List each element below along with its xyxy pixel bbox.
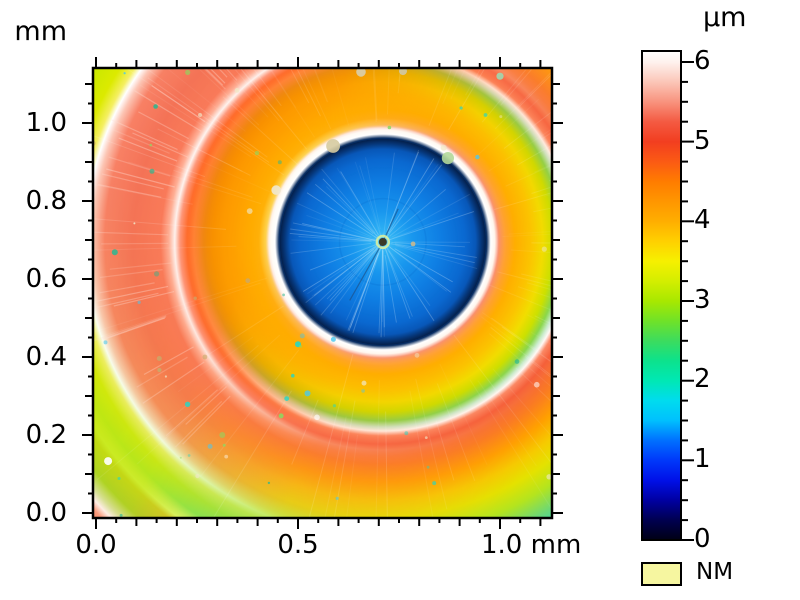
x-tick-label: 0.5 — [277, 530, 319, 560]
x-tick-label: 1.0 — [481, 530, 523, 560]
x-tick-label: 0.0 — [75, 530, 117, 560]
colorbar-tick-label: 4 — [694, 205, 711, 235]
colorbar-unit: µm — [703, 2, 747, 33]
x-axis-unit: mm — [530, 530, 582, 560]
x-tick-label-with-unit: 1.0 mm — [481, 532, 581, 558]
colorbar-tick-label: 3 — [694, 285, 711, 315]
y-tick-label: 0.6 — [25, 264, 67, 294]
y-tick-label: 0.8 — [25, 186, 67, 216]
y-tick-label: 0.0 — [25, 498, 67, 528]
y-tick-label: 0.2 — [25, 420, 67, 450]
y-axis-unit: mm — [14, 16, 67, 47]
y-tick-label: 1.0 — [25, 108, 67, 138]
colorbar-tick-label: 1 — [694, 444, 711, 474]
colorbar-tick-label: 6 — [694, 46, 711, 76]
nm-label: NM — [696, 559, 734, 585]
colorbar-tick-label: 0 — [694, 524, 711, 554]
colorbar-tick-label: 2 — [694, 364, 711, 394]
y-tick-label: 0.4 — [25, 342, 67, 372]
colorbar-tick-label: 5 — [694, 126, 711, 156]
